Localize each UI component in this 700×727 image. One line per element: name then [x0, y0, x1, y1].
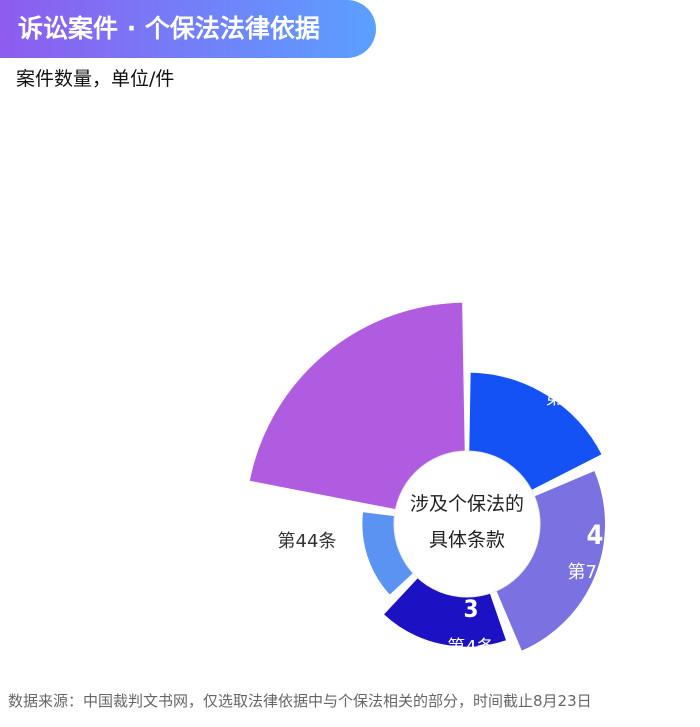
center-label-line2: 具体条款 — [429, 529, 505, 551]
sector-category-label-4: 第44条 — [278, 531, 337, 552]
sector-value-label-5: 12 — [241, 162, 275, 193]
center-label-line1: 涉及个保法的 — [410, 493, 524, 515]
sector-value-label-4: 2 — [364, 524, 381, 555]
sector-category-label-3: 第4条 — [447, 637, 494, 658]
sector-category-label-2: 第70条 — [568, 562, 627, 583]
data-source-note: 数据来源：中国裁判文书网，仅选取法律依据中与个保法相关的部分，时间截止8月23日 — [8, 692, 592, 710]
sector-category-label-5: 其他 — [240, 204, 276, 225]
sector-category-label-1: 第69条 — [546, 388, 605, 409]
title-banner: 诉讼案件 · 个保法法律依据 — [0, 0, 376, 58]
sector-value-label-1: 5 — [567, 348, 584, 379]
chart-labels: 5 第69条 4 第70条 3 第4条 2 第44条 12 其他 — [240, 162, 626, 658]
sector-value-label-3: 3 — [463, 595, 478, 623]
chart-center-circle — [393, 450, 541, 598]
page-title: 诉讼案件 · 个保法法律依据 — [18, 14, 320, 43]
sector-value-label-2: 4 — [587, 520, 604, 551]
chart-subtitle: 案件数量，单位/件 — [16, 68, 175, 90]
